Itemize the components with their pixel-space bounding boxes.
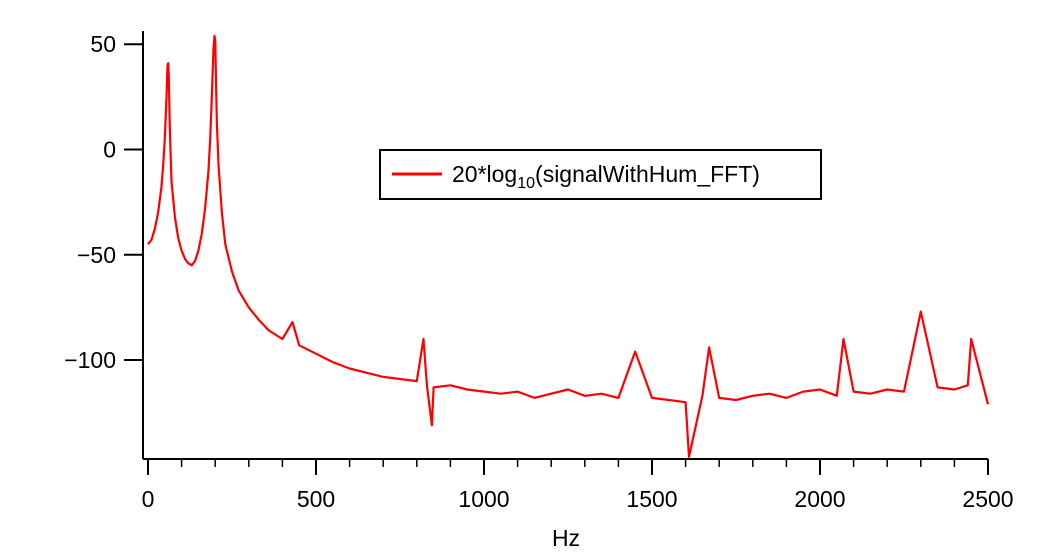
x-axis-title: Hz xyxy=(552,525,580,551)
y-tick-label: 0 xyxy=(103,136,116,162)
y-tick-label: 50 xyxy=(90,31,116,57)
series-line xyxy=(147,34,990,458)
legend: 20*log10(signalWithHum_FFT) xyxy=(379,149,822,200)
legend-label-subscript: 10 xyxy=(517,175,535,192)
x-tick-label: 1500 xyxy=(626,486,677,512)
x-tick-label: 1000 xyxy=(458,486,509,512)
legend-label-suffix: (signalWithHum_FFT) xyxy=(535,161,760,187)
legend-label-prefix: 20*log xyxy=(452,161,517,187)
y-tick-label: −50 xyxy=(77,242,116,268)
x-tick-label: 0 xyxy=(142,486,155,512)
legend-box xyxy=(379,149,822,200)
legend-label: 20*log10(signalWithHum_FFT) xyxy=(452,161,760,192)
y-tick-label: −100 xyxy=(64,347,116,373)
x-tick-label: 2500 xyxy=(962,486,1013,512)
x-tick-label: 2000 xyxy=(794,486,845,512)
x-tick-label: 500 xyxy=(297,486,335,512)
series-layer xyxy=(147,34,990,458)
axes-layer: 500−50−1000 500 1000 1500 2000 2500 xyxy=(64,31,1014,512)
